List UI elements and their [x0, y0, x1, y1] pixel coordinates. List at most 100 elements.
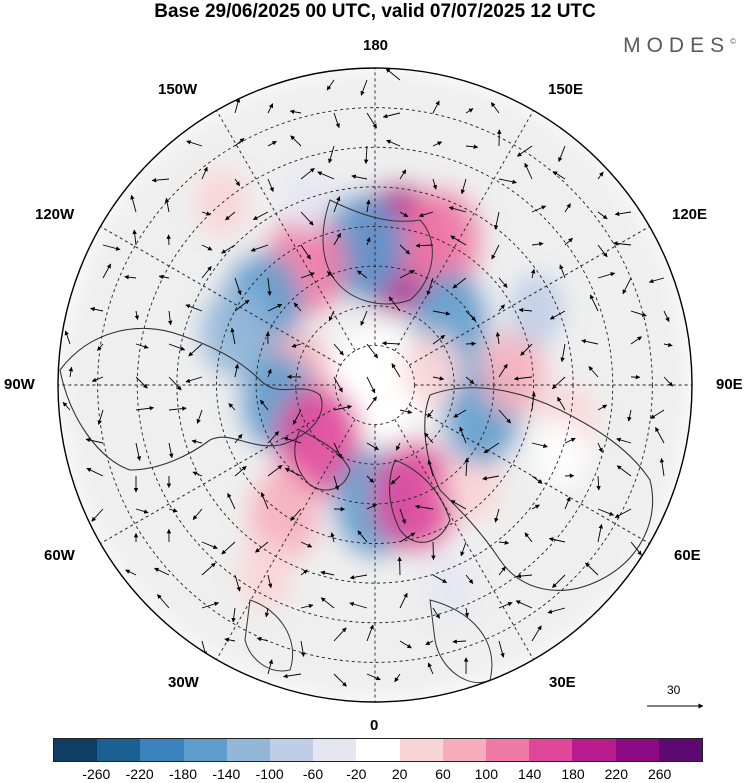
wind-arrow [326, 271, 335, 279]
wind-arrow [151, 177, 170, 183]
wind-arrow [531, 241, 544, 247]
wind-arrow [432, 574, 447, 584]
map-title: Base 29/06/2025 00 UTC, valid 07/07/2025… [154, 1, 596, 22]
wind-arrow [453, 409, 467, 418]
wind-arrow [234, 97, 241, 114]
anomaly-cell [199, 288, 269, 379]
wind-arrow [135, 442, 142, 461]
wind-arrow [551, 376, 566, 390]
wind-arrow [90, 307, 104, 312]
wind-arrow [320, 570, 335, 576]
wind-arrow [448, 206, 467, 213]
wind-arrow [494, 508, 500, 523]
colorbar-tick-label: 140 [517, 766, 542, 782]
wind-arrow [465, 341, 477, 346]
wind-arrow [366, 624, 374, 642]
wind-arrow [267, 431, 280, 444]
wind-arrow [399, 409, 413, 415]
wind-arrow [414, 504, 434, 510]
wind-arrow [399, 169, 407, 180]
wind-arrow [290, 135, 302, 147]
wind-arrow [328, 145, 335, 164]
wind-arrow [627, 409, 632, 422]
colorbar-swatch [226, 739, 271, 761]
colorbar-tick-label: 180 [561, 766, 585, 782]
wind-arrow [581, 339, 599, 345]
wind-arrow [185, 376, 203, 383]
wind-arrow [498, 363, 508, 378]
wind-arrow [464, 457, 470, 477]
anomaly-cell [508, 272, 565, 347]
wind-arrow [464, 607, 470, 618]
wind-arrow [366, 475, 375, 483]
wind-arrow [399, 640, 412, 649]
wind-arrow [432, 141, 443, 147]
lon-label-0: 0 [370, 717, 379, 734]
wind-arrow [531, 625, 542, 642]
colorbar-tick-label: 260 [647, 766, 672, 782]
wind-arrow [531, 504, 540, 510]
colorbar-swatch [486, 739, 530, 761]
wind-arrow [432, 376, 445, 381]
colorbar-tick-label: 60 [435, 766, 451, 782]
wind-arrow [663, 376, 673, 387]
colorbar-tick-label: -260 [82, 766, 111, 782]
wind-arrow [168, 343, 186, 351]
anomaly-cell [195, 167, 250, 238]
wind-arrow [394, 673, 401, 683]
wind-arrow [366, 442, 379, 451]
wind-arrow [399, 592, 408, 609]
wind-arrow [549, 310, 566, 320]
wind-arrow [300, 541, 313, 548]
wind-arrow [256, 637, 269, 642]
wind-arrow [201, 266, 212, 279]
wind-arrow [293, 302, 302, 312]
wind-arrow [192, 471, 203, 477]
wind-arrow [201, 211, 211, 216]
wind-arrow [333, 475, 340, 491]
wind-arrow [490, 102, 500, 114]
wind-arrow [427, 459, 434, 477]
lon-label-60e: 60E [674, 547, 701, 564]
land-outline [59, 199, 654, 684]
colorbar-tick-label: -180 [168, 766, 198, 782]
wind-arrow [333, 112, 340, 129]
wind-arrow [432, 100, 440, 114]
meridian-line [409, 226, 650, 366]
wind-arrow [135, 376, 148, 389]
wind-arrow [431, 541, 436, 561]
wind-arrow [531, 391, 536, 411]
wind-arrow [460, 541, 467, 557]
wind-arrow [564, 237, 573, 246]
wind-arrow [267, 303, 283, 312]
wind-arrow [650, 409, 665, 419]
wind-arrow [234, 277, 242, 296]
wind-arrow [616, 437, 632, 444]
wind-arrow [267, 574, 273, 589]
wind-arrow [612, 241, 632, 246]
wind-arrow [300, 167, 315, 180]
wind-arrow [366, 237, 371, 246]
wind-arrow [168, 406, 187, 411]
wind-vectors [62, 68, 673, 687]
wind-arrow [196, 409, 203, 424]
wind-arrow [234, 465, 247, 477]
wind-arrow [465, 310, 476, 322]
wind-arrow [559, 264, 566, 279]
colorbar-tick-label: -60 [302, 766, 324, 782]
meridian-line [100, 404, 341, 544]
wind-arrow [452, 639, 467, 644]
wind-arrow [531, 475, 543, 484]
wind-arrow [333, 673, 347, 687]
wind-arrow [382, 112, 401, 119]
wind-arrow [630, 310, 647, 317]
wind-arrow [157, 594, 170, 609]
wind-arrow [366, 396, 377, 411]
wind-arrow [300, 603, 314, 609]
colorbar-swatch [97, 739, 141, 761]
wind-arrow [518, 307, 533, 313]
wind-arrow [158, 274, 170, 280]
wind-arrow [399, 211, 409, 218]
wind-arrow [465, 144, 479, 150]
wind-arrow [589, 294, 599, 312]
